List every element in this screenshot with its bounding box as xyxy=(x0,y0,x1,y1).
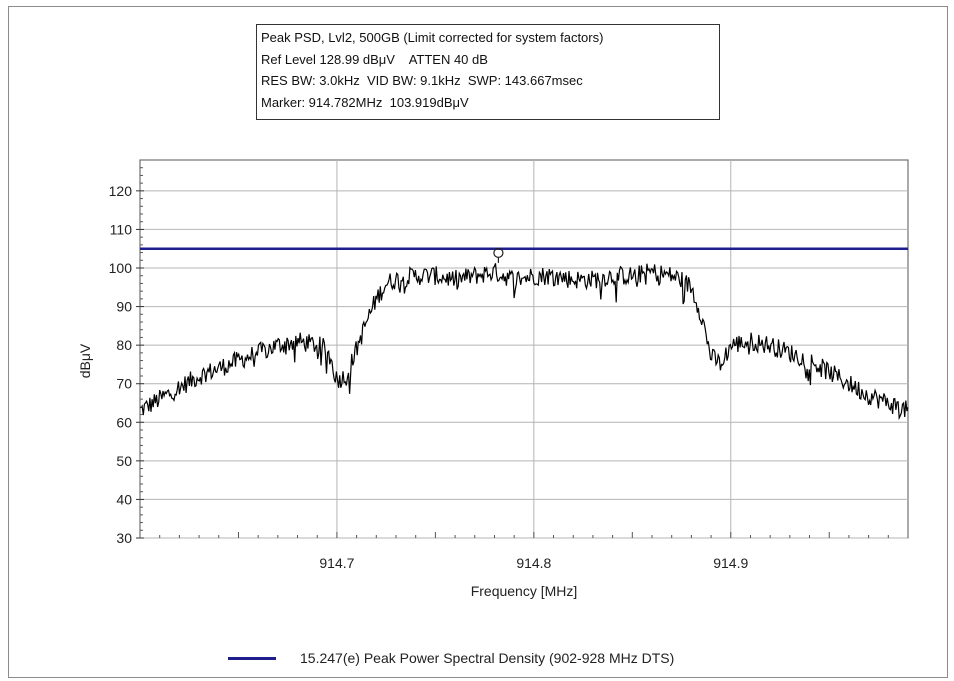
legend: 15.247(e) Peak Power Spectral Density (9… xyxy=(228,647,674,669)
y-axis-title: dBμV xyxy=(77,343,93,378)
info-line-marker: Marker: 914.782MHz 103.919dBμV xyxy=(261,94,469,110)
x-tick-label: 914.7 xyxy=(319,555,354,571)
info-box: Peak PSD, Lvl2, 500GB (Limit corrected f… xyxy=(256,24,720,120)
psd-trace xyxy=(139,263,909,421)
y-tick-label: 70 xyxy=(116,376,132,392)
x-tick-label: 914.8 xyxy=(516,555,551,571)
y-tick-label: 80 xyxy=(116,337,132,353)
y-tick-label: 110 xyxy=(110,221,133,237)
y-tick-label: 120 xyxy=(109,183,133,199)
y-tick-label: 100 xyxy=(109,260,133,276)
y-tick-label: 50 xyxy=(116,453,132,469)
grid-layer xyxy=(140,160,908,539)
axis-layer: 30 40 50 60 70 80 90 100 110 120 914.7 914.8 914.9 xyxy=(109,159,909,571)
y-tick-label: 90 xyxy=(116,299,132,315)
x-axis-title: Frequency [MHz] xyxy=(471,583,578,599)
y-tick-label: 40 xyxy=(116,491,132,507)
legend-label: 15.247(e) Peak Power Spectral Density (9… xyxy=(300,650,675,666)
chart-frame xyxy=(8,6,948,678)
marker-layer xyxy=(493,247,504,263)
legend-swatch xyxy=(228,656,276,660)
x-tick-label: 914.9 xyxy=(713,555,748,571)
y-tick-label: 60 xyxy=(116,414,132,430)
y-tick-label: 30 xyxy=(116,530,132,546)
info-line-ref-level: Ref Level 128.99 dBμV ATTEN 40 dB xyxy=(261,51,488,67)
info-line-title: Peak PSD, Lvl2, 500GB (Limit corrected f… xyxy=(261,30,604,45)
trace-layer xyxy=(139,263,909,421)
plot-area xyxy=(139,159,909,539)
info-line-bandwidth: RES BW: 3.0kHz VID BW: 9.1kHz SWP: 143.6… xyxy=(261,73,583,88)
